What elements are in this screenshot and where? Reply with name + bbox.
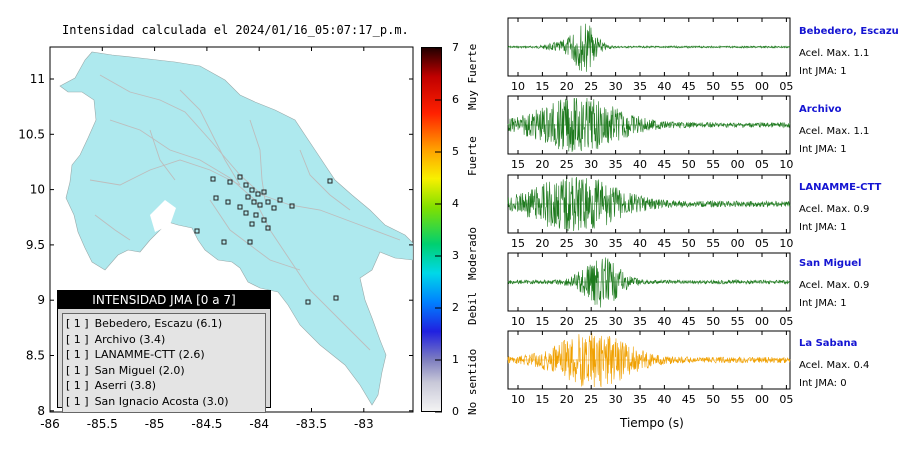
colorbar-tick: 4 (452, 197, 459, 210)
legend-badge: [ 1 ] (66, 363, 89, 377)
colorbar-word: Fuerte (466, 136, 479, 176)
station-accel: Acel. Max. 0.9 (799, 280, 869, 291)
legend-label: Bebedero, Escazu (6.1) (94, 317, 223, 330)
map-y-tick-label: 9 (37, 293, 45, 307)
station-accel: Acel. Max. 1.1 (799, 48, 869, 59)
station-jma: Int JMA: 1 (799, 144, 847, 155)
station-jma: Int JMA: 1 (799, 66, 847, 77)
map-y-tick-label: 10.5 (18, 127, 45, 141)
jma-value: 1 (840, 144, 847, 155)
station-name: Archivo (799, 104, 842, 115)
legend-badge: [ 1 ] (66, 379, 89, 393)
accel-value: 0.4 (853, 360, 870, 371)
colorbar-word: Debil (466, 291, 479, 325)
station-accel: Acel. Max. 1.1 (799, 126, 869, 137)
jma-prefix: Int JMA: (799, 144, 837, 155)
jma-value: 1 (840, 66, 847, 77)
legend-item: [ 1 ] Aserri (3.8) (66, 378, 262, 394)
legend-badge: [ 1 ] (66, 332, 89, 346)
station-name: LANAMME-CTT (799, 182, 882, 193)
station-accel: Acel. Max. 0.9 (799, 204, 869, 215)
station-markers (194, 174, 339, 305)
station-name: San Miguel (799, 258, 862, 269)
intensity-colorbar (421, 47, 442, 413)
accel-value: 1.1 (853, 126, 870, 137)
legend-title: INTENSIDAD JMA [0 a 7] (58, 291, 270, 309)
jma-prefix: Int JMA: (799, 66, 837, 77)
colorbar-tick: 5 (452, 145, 459, 158)
legend-badge: [ 1 ] (66, 317, 89, 330)
accel-prefix: Acel. Max. (799, 126, 851, 137)
map-axis-tick-labels: -86 -85.5 -85 -84.5 -84 -83.5 -83 11 10.5 10 9.5 9 8… (18, 72, 373, 431)
map-x-tick-label: -83.5 (296, 417, 327, 431)
legend-item: [ 1 ] Archivo (3.4) (66, 332, 262, 348)
time-axis-label: Tiempo (s) (620, 416, 684, 430)
colorbar-tick: 1 (452, 353, 459, 366)
station-accel: Acel. Max. 0.4 (799, 360, 869, 371)
map-x-tick-label: -85.5 (87, 417, 118, 431)
station-jma: Int JMA: 1 (799, 298, 847, 309)
legend-badge: [ 1 ] (66, 394, 89, 408)
jma-value: 1 (840, 222, 847, 233)
colorbar-tick: 3 (452, 249, 459, 262)
jma-prefix: Int JMA: (799, 378, 837, 389)
legend-label: Archivo (3.4) (94, 332, 166, 346)
legend-label: San Miguel (2.0) (94, 363, 185, 377)
costa-rica-land (59, 51, 413, 406)
intensity-legend: INTENSIDAD JMA [0 a 7] [ 1 ] Bebedero, Es… (57, 290, 271, 413)
accel-value: 0.9 (853, 280, 870, 291)
legend-item: [ 1 ] San Ignacio Acosta (3.0) (66, 394, 262, 410)
jma-prefix: Int JMA: (799, 222, 837, 233)
accel-value: 1.1 (853, 48, 870, 59)
map-title: Intensidad calculada el 2024/01/16_05:07… (62, 23, 409, 37)
colorbar-tick: 2 (452, 301, 459, 314)
station-jma: Int JMA: 0 (799, 378, 847, 389)
map-y-tick-label: 8 (37, 404, 45, 418)
colorbar-tick: 6 (452, 93, 459, 106)
legend-badge: [ 1 ] (66, 348, 89, 362)
legend-item: [ 1 ] San Miguel (2.0) (66, 363, 262, 379)
map-x-tick-label: -84.5 (191, 417, 222, 431)
colorbar-word: No sentido (466, 348, 479, 415)
station-name: La Sabana (799, 338, 858, 349)
station-jma: Int JMA: 1 (799, 222, 847, 233)
map-y-tick-label: 9.5 (26, 238, 45, 252)
map-y-tick-label: 8.5 (26, 349, 45, 363)
map-y-tick-label: 11 (30, 72, 45, 86)
colorbar-word: Moderado (466, 227, 479, 280)
accel-prefix: Acel. Max. (799, 204, 851, 215)
map-x-tick-label: -83 (354, 417, 374, 431)
map-x-tick-label: -84 (249, 417, 269, 431)
legend-label: San Ignacio Acosta (3.0) (94, 394, 229, 408)
legend-item: [ 1 ] Bebedero, Escazu (6.1) (66, 316, 262, 332)
nicoya-gulf (150, 200, 176, 232)
jma-prefix: Int JMA: (799, 298, 837, 309)
colorbar-tick: 7 (452, 41, 459, 54)
map-x-tick-label: -85 (145, 417, 165, 431)
jma-value: 0 (840, 378, 847, 389)
accel-prefix: Acel. Max. (799, 48, 851, 59)
station-name: Bebedero, Escazu (799, 26, 899, 37)
legend-list: [ 1 ] Bebedero, Escazu (6.1) [ 1 ] Archivo… (62, 313, 266, 413)
legend-item: [ 1 ] LANAMME-CTT (2.6) (66, 347, 262, 363)
jma-value: 1 (840, 298, 847, 309)
colorbar-tick: 0 (452, 405, 459, 418)
accel-value: 0.9 (853, 204, 870, 215)
accel-prefix: Acel. Max. (799, 280, 851, 291)
legend-label: LANAMME-CTT (2.6) (94, 348, 205, 362)
map-y-tick-label: 10 (30, 183, 45, 197)
accel-prefix: Acel. Max. (799, 360, 851, 371)
map-x-tick-label: -86 (40, 417, 60, 431)
legend-label: Aserri (3.8) (94, 379, 157, 393)
colorbar-word: Muy Fuerte (466, 43, 479, 110)
